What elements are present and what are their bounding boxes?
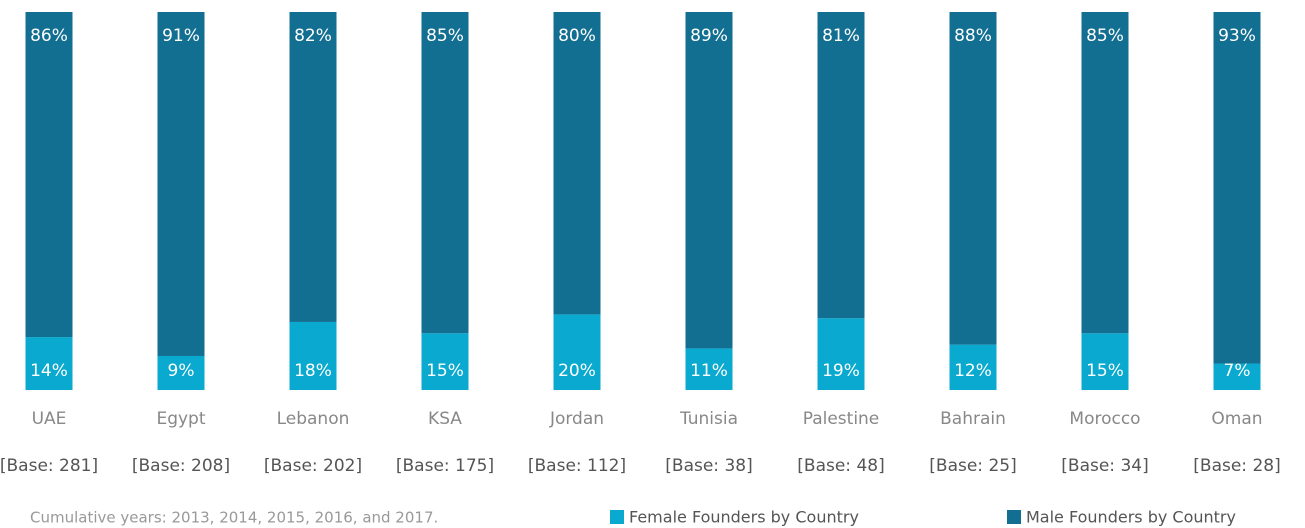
base-label: [Base: 281] — [0, 456, 98, 476]
value-label: 88% — [954, 26, 992, 46]
bar-segment — [421, 12, 469, 334]
value-label: 91% — [162, 26, 200, 46]
value-label: 20% — [558, 361, 596, 381]
bar-segment — [553, 314, 601, 390]
bar-segment — [421, 333, 469, 390]
value-label: 85% — [426, 26, 464, 46]
value-label: 14% — [30, 361, 68, 381]
legend-label: Male Founders by Country — [1026, 508, 1236, 527]
bar-segment — [1081, 333, 1129, 390]
bar-segment — [685, 12, 733, 349]
x-tick-label: Tunisia — [679, 409, 738, 429]
bar-segment — [949, 344, 997, 390]
base-label: [Base: 208] — [132, 456, 230, 476]
x-tick-label: Lebanon — [277, 409, 350, 429]
value-label: 93% — [1218, 26, 1256, 46]
bar-segment — [1213, 12, 1261, 364]
value-label: 9% — [168, 361, 195, 381]
base-label: [Base: 48] — [797, 456, 884, 476]
x-tick-label: Egypt — [156, 409, 205, 429]
bar-segment — [25, 12, 73, 338]
value-label: 80% — [558, 26, 596, 46]
value-label: 7% — [1224, 361, 1251, 381]
value-label: 82% — [294, 26, 332, 46]
x-tick-label: Oman — [1211, 409, 1262, 429]
x-tick-label: Morocco — [1069, 409, 1140, 429]
bar-segment — [817, 12, 865, 319]
bar-segment — [289, 321, 337, 390]
bar-segment — [685, 348, 733, 390]
value-label: 11% — [690, 361, 728, 381]
bar-segment — [289, 12, 337, 322]
x-tick-label: Palestine — [803, 409, 880, 429]
value-label: 18% — [294, 361, 332, 381]
bar-segment — [157, 12, 205, 356]
x-tick-label: Jordan — [549, 409, 604, 429]
bar-segment — [25, 337, 73, 390]
base-label: [Base: 38] — [665, 456, 752, 476]
bar-segment — [157, 355, 205, 390]
base-label: [Base: 112] — [528, 456, 626, 476]
base-label: [Base: 28] — [1193, 456, 1280, 476]
value-label: 15% — [1086, 361, 1124, 381]
bar-segment — [817, 318, 865, 390]
bar-segment — [553, 12, 601, 315]
x-tick-label: Bahrain — [940, 409, 1006, 429]
base-label: [Base: 175] — [396, 456, 494, 476]
x-tick-label: UAE — [32, 409, 67, 429]
value-label: 19% — [822, 361, 860, 381]
value-label: 85% — [1086, 26, 1124, 46]
legend-label: Female Founders by Country — [629, 508, 859, 527]
x-tick-label: KSA — [428, 409, 462, 429]
bar-segment — [1213, 363, 1261, 390]
footnote: Cumulative years: 2013, 2014, 2015, 2016… — [30, 509, 438, 527]
value-label: 81% — [822, 26, 860, 46]
base-label: [Base: 25] — [929, 456, 1016, 476]
bar-segment — [1081, 12, 1129, 334]
value-label: 15% — [426, 361, 464, 381]
bar-segment — [949, 12, 997, 345]
legend-swatch — [610, 510, 624, 524]
value-label: 86% — [30, 26, 68, 46]
legend-swatch — [1007, 510, 1021, 524]
value-label: 89% — [690, 26, 728, 46]
base-label: [Base: 202] — [264, 456, 362, 476]
base-label: [Base: 34] — [1061, 456, 1148, 476]
value-label: 12% — [954, 361, 992, 381]
